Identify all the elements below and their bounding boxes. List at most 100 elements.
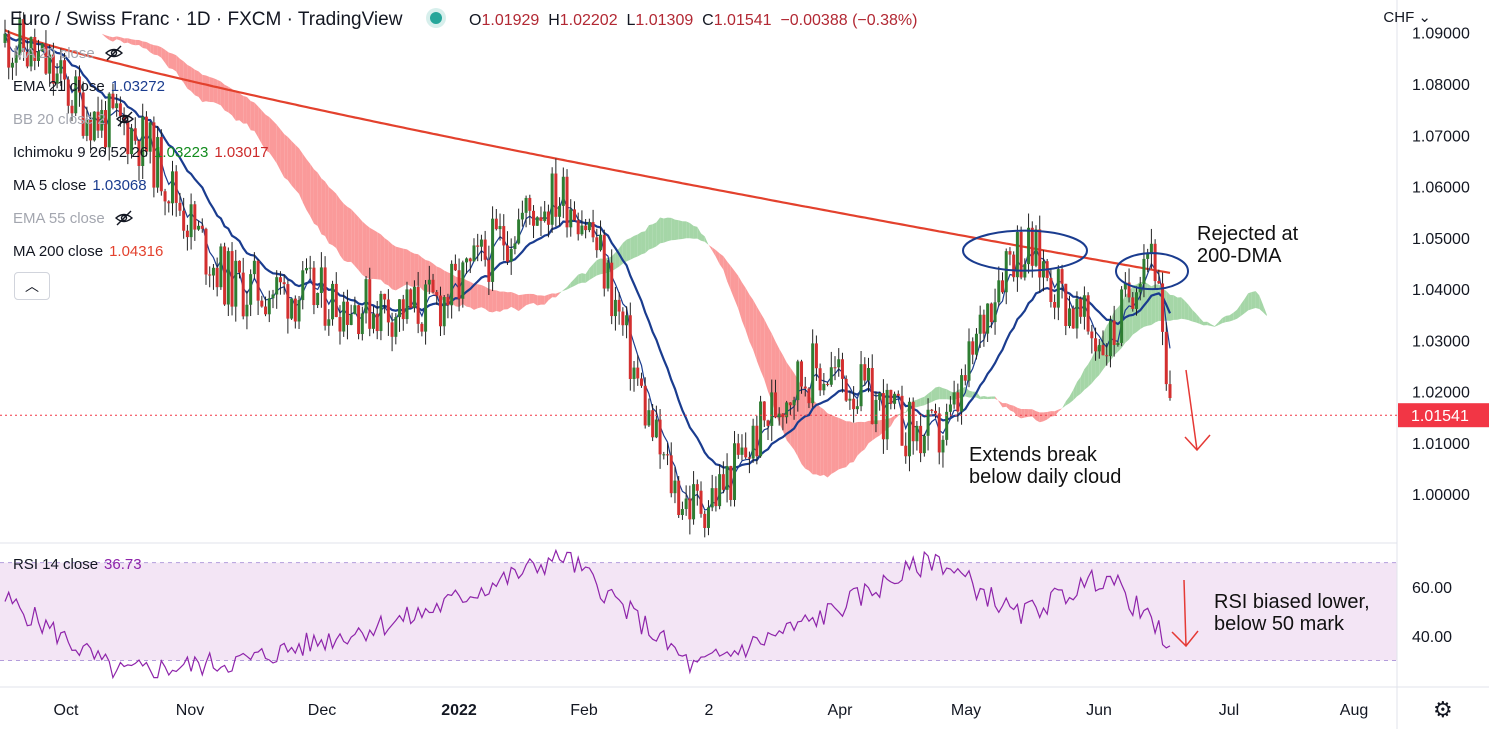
cloud-segment — [924, 393, 929, 406]
cloud-segment — [816, 403, 821, 476]
candle-down — [256, 260, 260, 301]
cloud-segment — [846, 421, 850, 468]
candle-down — [1112, 320, 1116, 345]
settings-gear-icon[interactable]: ⚙ — [1433, 697, 1453, 722]
cloud-segment — [1147, 283, 1152, 326]
candle-down — [695, 484, 699, 491]
cloud-segment — [250, 100, 255, 131]
cloud-segment — [980, 396, 984, 400]
cloud-segment — [1076, 376, 1081, 397]
cloud-segment — [406, 249, 411, 287]
indicator-legend-row[interactable]: MA 20 close — [13, 45, 123, 62]
cloud-segment — [983, 396, 988, 400]
cloud-segment — [935, 386, 940, 401]
candle-down — [89, 119, 93, 141]
hidden-eye-icon[interactable] — [95, 45, 123, 62]
chart-header: Euro / Swiss Franc · 1D · FXCM · Trading… — [10, 9, 918, 30]
cloud-segment — [753, 299, 757, 361]
cloud-segment — [209, 76, 214, 103]
hidden-eye-icon[interactable] — [105, 210, 133, 227]
last-price-value: 1.01541 — [1411, 408, 1469, 425]
time-tick-label: Aug — [1340, 702, 1368, 719]
cloud-segment — [1236, 304, 1241, 319]
cloud-segment — [254, 102, 259, 138]
candle-up — [558, 205, 562, 217]
candle-down — [63, 60, 67, 80]
hidden-eye-icon[interactable] — [106, 111, 134, 128]
candle-up — [550, 173, 554, 225]
candle-up — [792, 400, 796, 406]
candle-up — [249, 274, 253, 305]
time-tick-label: Jul — [1219, 702, 1239, 719]
cloud-segment — [540, 295, 545, 305]
cloud-segment — [1225, 315, 1230, 323]
indicator-legend-row[interactable]: BB 20 close 2 — [13, 111, 134, 128]
rsi-band — [0, 562, 1397, 661]
cloud-segment — [574, 274, 579, 286]
cloud-segment — [325, 181, 329, 244]
currency-selector[interactable]: CHF ⌄ — [1383, 9, 1431, 26]
cloud-segment — [377, 232, 381, 280]
candle-down — [554, 173, 558, 217]
candle-up — [580, 225, 584, 235]
cloud-segment — [1006, 403, 1010, 411]
indicator-legend-row[interactable]: Ichimoku 9 26 52 26 1.03223 1.03017 — [13, 144, 269, 161]
cloud-segment — [864, 420, 869, 450]
ohlc-values: O1.01929 H1.02202 L1.01309 C1.01541 −0.0… — [469, 12, 918, 29]
candle-up — [974, 333, 978, 355]
cloud-segment — [373, 229, 378, 280]
cloud-segment — [202, 74, 206, 103]
candle-down — [528, 197, 532, 211]
interval[interactable]: 1D — [186, 9, 211, 30]
candle-up — [342, 301, 346, 332]
indicator-label: MA 200 close — [13, 243, 104, 260]
candle-up — [271, 294, 275, 299]
cloud-segment — [529, 293, 534, 304]
indicator-legend-row[interactable]: MA 5 close 1.03068 — [13, 177, 147, 194]
cloud-segment — [626, 238, 631, 262]
cloud-segment — [481, 284, 486, 309]
candle-up — [1027, 227, 1031, 265]
candle-up — [85, 119, 89, 136]
collapse-legend-button[interactable]: ︿ — [14, 272, 50, 300]
candle-up — [301, 270, 305, 301]
cloud-segment — [366, 224, 370, 280]
cloud-segment — [663, 217, 668, 243]
cloud-segment — [820, 406, 824, 476]
cloud-segment — [399, 247, 404, 289]
cloud-segment — [269, 117, 273, 158]
cloud-segment — [991, 396, 996, 399]
cloud-segment — [1054, 409, 1059, 417]
indicator-legend-row[interactable]: EMA 21 close 1.03272 — [13, 78, 165, 95]
candle-up — [211, 267, 215, 276]
candle-up — [394, 317, 398, 337]
candle-down — [159, 137, 163, 192]
cloud-segment — [179, 58, 184, 83]
cloud-segment — [555, 292, 560, 298]
candle-down — [137, 140, 141, 166]
candle-up — [520, 212, 524, 220]
candle-up — [613, 299, 617, 317]
cloud-segment — [284, 133, 288, 181]
candle-down — [1090, 331, 1094, 339]
candle-up — [759, 401, 763, 457]
indicator-legend-row[interactable]: MA 200 close 1.04316 — [13, 243, 163, 260]
candle-up — [107, 93, 111, 148]
candle-down — [215, 267, 219, 288]
cloud-segment — [585, 268, 590, 283]
candle-up — [92, 111, 96, 141]
symbol-title[interactable]: Euro / Swiss Franc — [10, 9, 170, 30]
cloud-segment — [749, 294, 754, 350]
candle-down — [264, 306, 268, 315]
candle-down — [323, 267, 327, 326]
cloud-segment — [969, 390, 973, 398]
candle-down — [919, 425, 923, 454]
price-tick-label: 1.08000 — [1412, 77, 1470, 94]
candle-up — [170, 171, 174, 204]
candle-down — [956, 392, 960, 412]
rsi-legend[interactable]: RSI 14 close 36.73 — [13, 556, 142, 573]
candle-up — [509, 248, 513, 262]
cloud-segment — [243, 95, 247, 124]
indicator-legend-row[interactable]: EMA 55 close — [13, 210, 133, 227]
